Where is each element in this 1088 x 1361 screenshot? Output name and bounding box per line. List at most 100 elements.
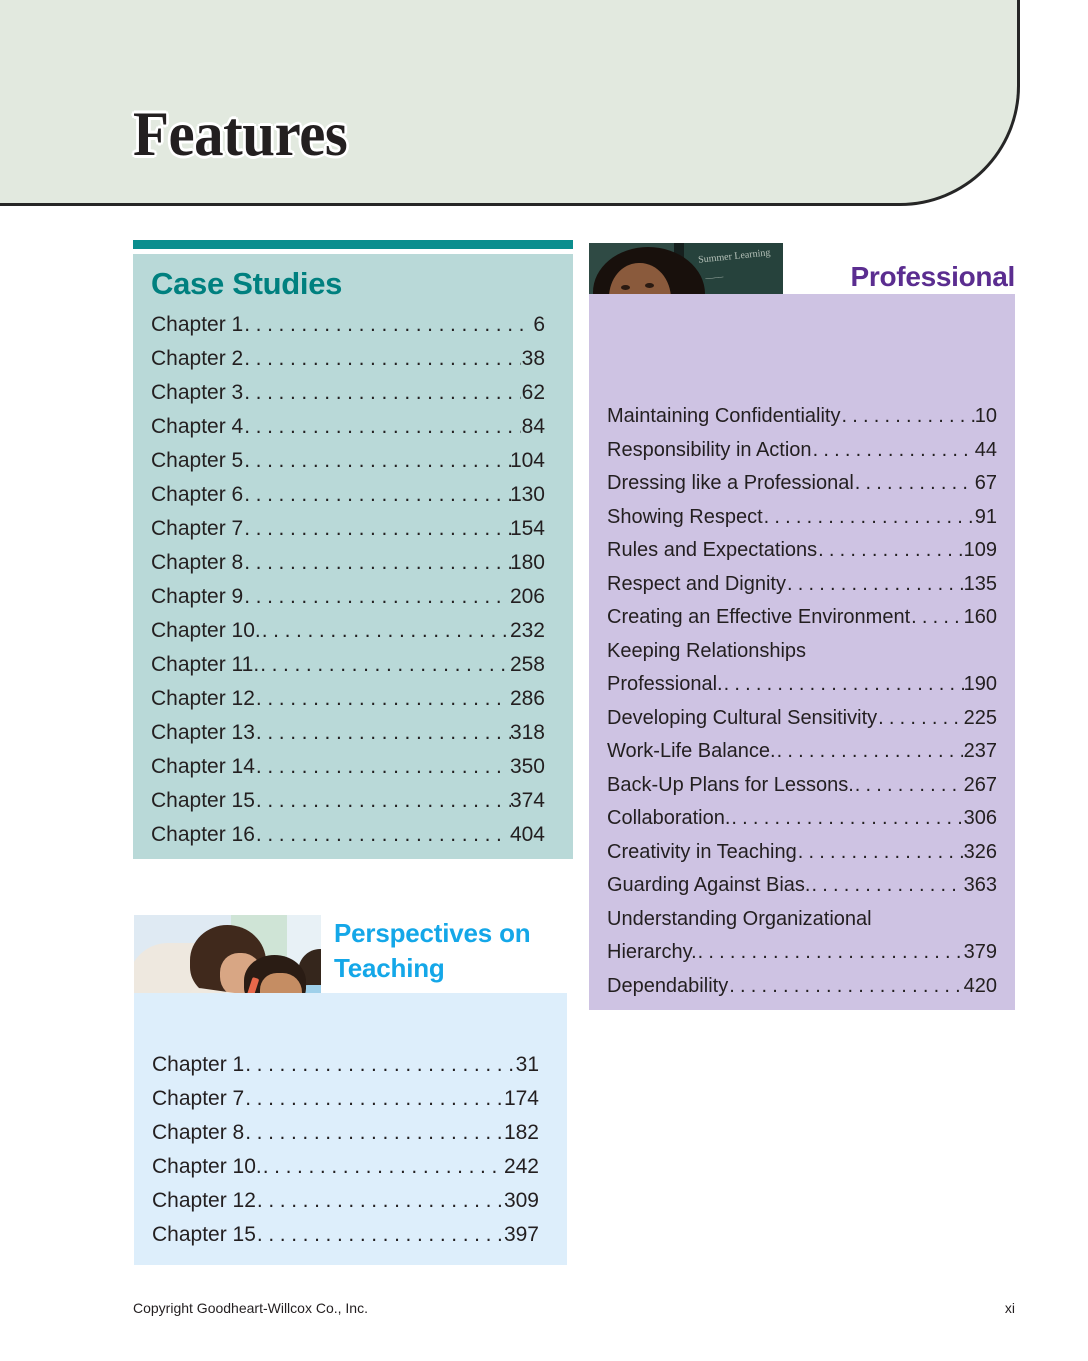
toc-entry: Chapter 4 84 xyxy=(151,410,545,444)
toc-entry-page: 267 xyxy=(963,773,997,796)
toc-entry-label: Developing Cultural Sensitivity xyxy=(607,706,878,729)
toc-entry: Chapter 14 350 xyxy=(151,750,545,784)
toc-entry: Chapter 11. 258 xyxy=(151,648,545,682)
toc-entry: Guarding Against Bias. 363 xyxy=(607,869,997,903)
toc-entry-label: Chapter 6 xyxy=(151,483,244,506)
toc-entry: Chapter 1 6 xyxy=(151,308,545,342)
toc-entry-page: 379 xyxy=(963,941,997,963)
toc-dot-leader xyxy=(244,478,511,512)
toc-entry: Chapter 7 154 xyxy=(151,512,545,546)
toc-entry: Chapter 16 404 xyxy=(151,818,545,852)
toc-entry: Chapter 3 62 xyxy=(151,376,545,410)
toc-entry: Work-Life Balance. 237 xyxy=(607,735,997,769)
toc-dot-leader xyxy=(731,802,962,836)
toc-entry-page: 135 xyxy=(963,572,997,595)
toc-dot-leader xyxy=(911,601,965,635)
toc-entry: Chapter 8 182 xyxy=(152,1116,539,1150)
case-studies-list: Chapter 16Chapter 238Chapter 362Chapter … xyxy=(151,308,545,852)
toc-dot-leader xyxy=(855,467,974,501)
toc-dot-leader xyxy=(798,836,963,870)
perspectives-on-teaching-heading: Perspectives on Teaching xyxy=(334,918,531,983)
toc-entry-label: Chapter 12 xyxy=(152,1189,256,1212)
toc-entry-label: Creativity in Teaching xyxy=(607,840,797,863)
toc-entry-page: 286 xyxy=(509,687,545,710)
toc-dot-leader xyxy=(260,648,509,682)
toc-entry: Dependability 420 xyxy=(607,970,997,1004)
toc-entry-label: Back-Up Plans for Lessons. xyxy=(607,773,854,796)
toc-entry-label: Chapter 9 xyxy=(151,585,244,608)
toc-dot-leader xyxy=(245,1116,505,1150)
toc-entry-page: 10 xyxy=(974,405,997,427)
toc-entry: Keeping Relationships Professional. 190 xyxy=(607,635,997,702)
toc-entry-page: 84 xyxy=(521,415,545,438)
footer-page-number: xi xyxy=(1004,1300,1015,1316)
toc-entry-page: 258 xyxy=(509,653,545,676)
toc-entry-label-continued: Professional. xyxy=(607,673,723,695)
toc-entry-label: Collaboration. xyxy=(607,807,731,829)
toc-entry: Chapter 1 31 xyxy=(152,1048,539,1082)
toc-dot-leader xyxy=(244,546,511,580)
toc-entry-label: Creating an Effective Environment xyxy=(607,606,911,628)
toc-entry: Chapter 6 130 xyxy=(151,478,545,512)
toc-dot-leader xyxy=(244,308,532,342)
toc-entry-page: 44 xyxy=(974,438,997,461)
toc-entry-page: 404 xyxy=(509,823,545,846)
toc-entry-label: Understanding Organizational xyxy=(607,907,872,930)
toc-entry-label: Chapter 15 xyxy=(151,789,255,812)
toc-entry-label: Maintaining Confidentiality xyxy=(607,405,841,427)
toc-dot-leader xyxy=(841,400,975,434)
toc-entry-label: Dependability xyxy=(607,974,729,997)
toc-entry-label: Chapter 10. xyxy=(152,1155,262,1178)
toc-entry-page: 154 xyxy=(509,517,545,540)
toc-dot-leader xyxy=(244,580,509,614)
toc-entry: Chapter 12 309 xyxy=(152,1184,539,1218)
toc-entry: Chapter 10. 232 xyxy=(151,614,545,648)
toc-entry-label: Chapter 2 xyxy=(151,347,244,370)
toc-dot-leader xyxy=(244,376,520,410)
toc-entry: Chapter 9 206 xyxy=(151,580,545,614)
toc-dot-leader xyxy=(245,1082,505,1116)
toc-dot-leader xyxy=(787,568,965,602)
toc-entry: Showing Respect 91 xyxy=(607,501,997,535)
toc-entry: Back-Up Plans for Lessons. 267 xyxy=(607,769,997,803)
toc-entry-page: 91 xyxy=(974,505,997,528)
toc-dot-leader xyxy=(777,735,963,769)
toc-entry-page: 420 xyxy=(963,974,997,997)
toc-dot-leader xyxy=(257,1184,503,1218)
toc-entry-page: 31 xyxy=(515,1053,539,1076)
page-footer: Copyright Goodheart-Willcox Co., Inc. xi xyxy=(133,1300,1015,1316)
toc-entry-label: Showing Respect xyxy=(607,505,763,528)
toc-entry-page: 190 xyxy=(963,673,997,695)
toc-entry: Maintaining Confidentiality 10 xyxy=(607,400,997,434)
toc-entry-label: Chapter 8 xyxy=(151,551,244,574)
toc-entry-label: Rules and Expectations xyxy=(607,539,818,561)
toc-entry: Chapter 15 374 xyxy=(151,784,545,818)
page-header-banner xyxy=(0,0,1020,206)
perspectives-on-teaching-list: Chapter 131Chapter 7174Chapter 8182Chapt… xyxy=(152,1048,539,1252)
toc-dot-leader xyxy=(256,716,511,750)
toc-entry-page: 130 xyxy=(509,483,545,506)
toc-entry: Understanding Organizational Hierarchy. 37… xyxy=(607,903,997,970)
toc-entry-page: 237 xyxy=(963,740,997,762)
toc-entry-label: Chapter 1 xyxy=(152,1053,245,1076)
toc-entry-label: Chapter 13 xyxy=(151,721,255,744)
toc-entry-page: 350 xyxy=(509,755,545,778)
toc-entry: Chapter 5 104 xyxy=(151,444,545,478)
toc-entry-page: 6 xyxy=(533,313,545,336)
toc-entry: Responsibility in Action 44 xyxy=(607,434,997,468)
toc-dot-leader xyxy=(244,512,511,546)
toc-dot-leader xyxy=(262,614,509,648)
toc-dot-leader xyxy=(257,1218,503,1252)
toc-dot-leader xyxy=(256,784,511,818)
toc-entry-label: Chapter 8 xyxy=(152,1121,245,1144)
case-studies-heading: Case Studies xyxy=(151,266,343,301)
toc-entry: Chapter 12 286 xyxy=(151,682,545,716)
toc-entry-page: 306 xyxy=(963,807,997,829)
toc-entry-page: 309 xyxy=(503,1189,539,1212)
toc-entry-label: Chapter 1 xyxy=(151,313,244,336)
toc-dot-leader xyxy=(245,1048,514,1082)
toc-entry-page: 174 xyxy=(503,1087,539,1110)
toc-dot-leader xyxy=(724,668,965,702)
toc-entry-label: Chapter 7 xyxy=(152,1087,245,1110)
case-studies-top-rule xyxy=(133,240,573,249)
